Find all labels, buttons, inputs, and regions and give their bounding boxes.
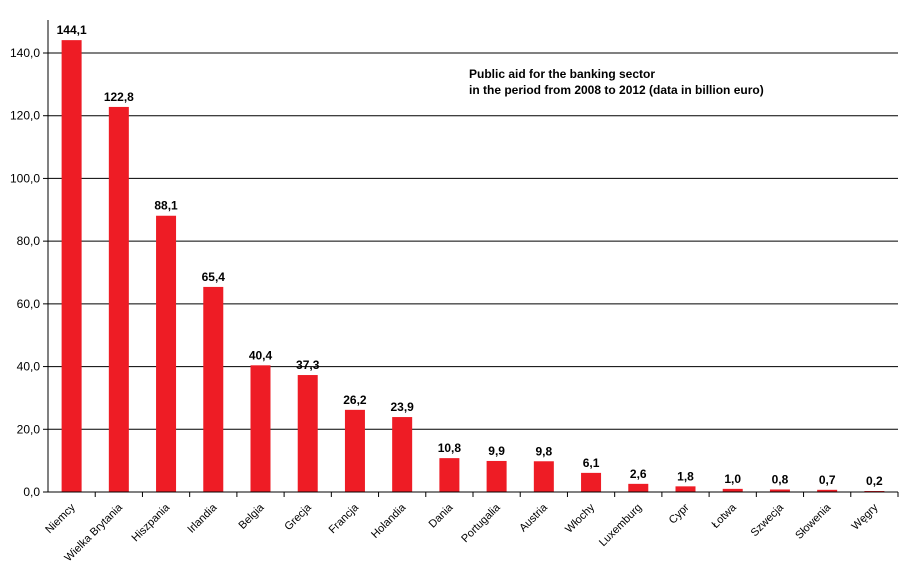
bar	[486, 460, 507, 492]
bar	[250, 365, 271, 492]
bar	[581, 472, 602, 492]
data-label: 40,4	[249, 348, 273, 362]
y-tick-label: 60,0	[17, 297, 41, 311]
data-label: 0,2	[866, 474, 883, 488]
x-category-label: Cypr	[667, 501, 692, 526]
data-label: 37,3	[296, 358, 320, 372]
y-tick-label: 0,0	[23, 485, 40, 499]
bar	[533, 461, 554, 492]
bar	[675, 486, 696, 492]
x-category-label: Holandia	[369, 501, 409, 541]
y-axis-ticks: 0,0 20,0 40,0 60,0 80,0 100,0 120,0 140,0	[10, 46, 48, 499]
x-category-label: Dania	[427, 501, 456, 530]
gridlines	[48, 52, 898, 430]
bar	[439, 458, 460, 492]
y-tick-label: 100,0	[10, 171, 40, 185]
x-category-label: Słowenia	[793, 501, 834, 542]
bar	[61, 40, 82, 493]
y-tick-label: 120,0	[10, 109, 40, 123]
bar	[628, 483, 649, 492]
data-label: 88,1	[154, 199, 178, 213]
data-label: 2,6	[630, 467, 647, 481]
y-tick-label: 40,0	[17, 360, 41, 374]
data-label: 1,0	[724, 472, 741, 486]
y-tick-label: 20,0	[17, 422, 41, 436]
x-category-label: Łotwa	[710, 501, 740, 531]
data-label: 10,8	[438, 441, 462, 455]
data-label: 6,1	[583, 456, 600, 470]
data-labels: 144,1 122,8 88,1 65,4 40,4 37,3 26,2 23,9 10,8 9,…	[57, 23, 883, 488]
x-category-label: Szwecja	[749, 501, 787, 539]
bars	[61, 40, 885, 493]
y-tick-label: 140,0	[10, 46, 40, 60]
x-category-label: Irlandia	[185, 501, 220, 536]
bar	[817, 489, 838, 492]
x-category-label: Luxemburg	[597, 502, 644, 549]
x-category-label: Hiszpania	[130, 501, 173, 544]
data-label: 26,2	[343, 393, 367, 407]
data-label: 144,1	[57, 23, 87, 37]
data-label: 23,9	[390, 400, 414, 414]
x-category-label: Portugalia	[459, 501, 503, 545]
data-label: 9,8	[535, 444, 552, 458]
x-category-label: Austria	[517, 501, 550, 534]
data-label: 65,4	[202, 270, 226, 284]
bar	[344, 409, 365, 492]
data-label: 0,7	[819, 473, 836, 487]
bar	[156, 215, 177, 492]
x-category-label: Francja	[327, 501, 362, 536]
bar	[297, 375, 318, 492]
x-category-label: Belgia	[237, 501, 268, 532]
chart-title-line-1: Public aid for the banking sector	[469, 67, 655, 81]
y-tick-label: 80,0	[17, 234, 41, 248]
bar	[392, 417, 413, 492]
bar	[108, 106, 129, 492]
data-label: 122,8	[104, 90, 134, 104]
bar	[203, 286, 224, 492]
bar	[769, 489, 790, 492]
bar	[722, 488, 743, 492]
x-category-label: Węgry	[850, 501, 881, 532]
x-category-label: Grecja	[282, 501, 314, 533]
x-category-label: Niemcy	[43, 501, 78, 536]
x-category-label: Włochy	[563, 501, 597, 535]
chart-title-line-2: in the period from 2008 to 2012 (data in…	[469, 83, 764, 97]
data-label: 1,8	[677, 469, 694, 483]
data-label: 0,8	[772, 472, 789, 486]
data-label: 9,9	[488, 444, 505, 458]
